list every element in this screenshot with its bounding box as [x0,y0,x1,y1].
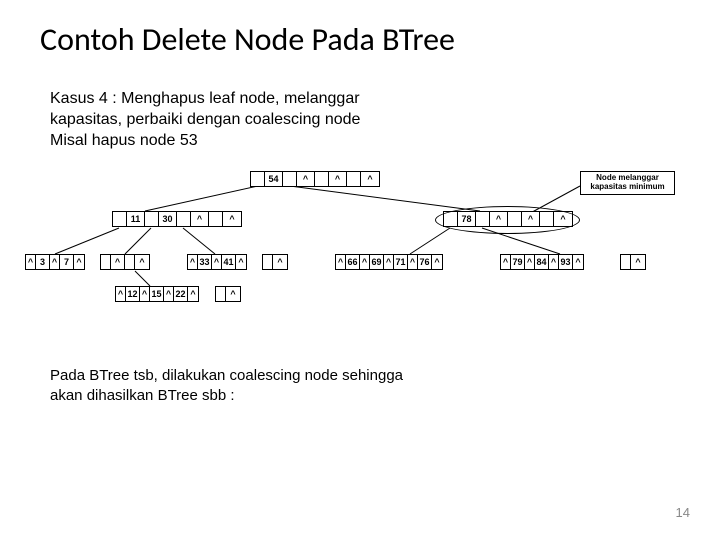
slide-title: Contoh Delete Node Pada BTree [0,0,720,69]
leaf-7: ^ [620,254,646,270]
result-description: Pada BTree tsb, dilakukan coalescing nod… [0,356,720,415]
root-node: 54 ^ ^ ^ [250,171,380,187]
case-description: Kasus 4 : Menghapus leaf node, melanggar… [0,69,720,156]
page-number: 14 [676,505,690,520]
floating-leaf: ^ 12 ^ 15 ^ 22 ^ [115,286,199,302]
bottom-line-2: akan dihasilkan BTree sbb : [50,387,235,404]
btree-diagram: 54 ^ ^ ^ 11 30 ^ ^ 78 ^ ^ ^ Node melangg… [0,156,720,356]
leaf-5: ^ 66 ^ 69 ^ 71 ^ 76 ^ [335,254,443,270]
case-line-3: Misal hapus node 53 [50,132,198,149]
leaf-2: ^ ^ [100,254,150,270]
violation-callout: Node melanggar kapasitas minimum [580,171,675,195]
internal-node-left: 11 30 ^ ^ [112,211,242,227]
case-line-1: Kasus 4 : Menghapus leaf node, melanggar [50,90,360,107]
leaf-1: ^ 3 ^ 7 ^ [25,254,85,270]
floating-leaf-2: ^ [215,286,241,302]
leaf-4: ^ [262,254,288,270]
leaf-6: ^ 79 ^ 84 ^ 93 ^ [500,254,584,270]
case-line-2: kapasitas, perbaiki dengan coalescing no… [50,111,360,128]
bottom-line-1: Pada BTree tsb, dilakukan coalescing nod… [50,367,403,384]
leaf-3: ^ 33 ^ 41 ^ [187,254,247,270]
violation-ellipse [435,206,580,234]
